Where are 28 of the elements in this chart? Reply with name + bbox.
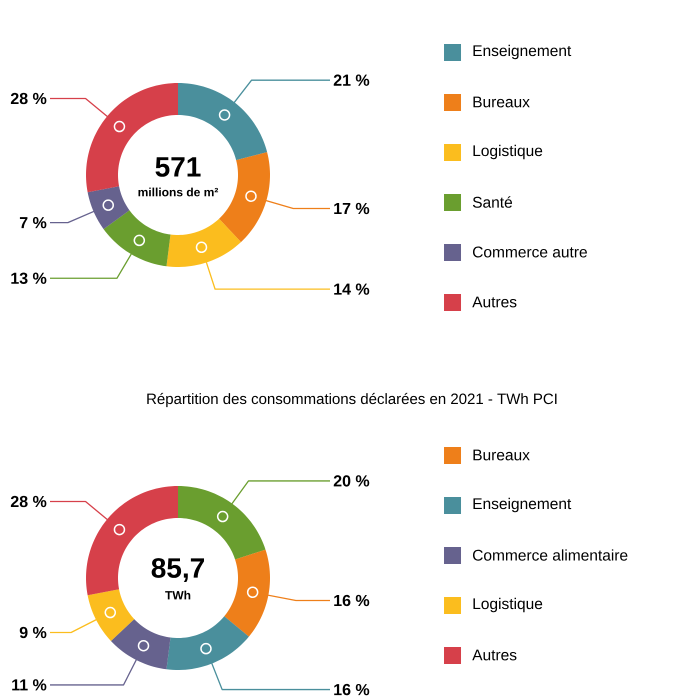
data-label: 16 % [334, 684, 370, 696]
legend-label: Autres [472, 650, 516, 660]
data-label: 11 % [12, 679, 46, 691]
text: 571 [156, 157, 201, 177]
legend-label: Logistique [473, 598, 542, 612]
legend-label: Commerce alimentaire [472, 549, 628, 561]
data-label: 17 % [334, 202, 370, 214]
legend-label: Santé [472, 196, 512, 208]
data-label: 16 % [334, 594, 370, 606]
text: 85,7 [152, 558, 204, 582]
data-label: 7 % [20, 217, 46, 228]
data-label: 20 % [334, 475, 370, 487]
text: TWh [165, 590, 190, 600]
legend-label: Autres [472, 296, 516, 308]
data-label: 13 % [11, 272, 46, 284]
legend-label: Bureaux [473, 96, 530, 108]
legend-label: Bureaux [473, 450, 530, 460]
data-label: 21 % [334, 74, 370, 86]
data-label: 14 % [334, 283, 370, 295]
chart-title: Répartition des consommations déclarées en 2021 - TWh PCI [147, 392, 556, 408]
data-label: 28 % [10, 92, 46, 104]
data-label: 28 % [10, 496, 46, 508]
legend-label: Enseignement [473, 498, 572, 512]
legend-label: Logistique [473, 144, 542, 160]
legend-label: Commerce autre [472, 246, 587, 258]
data-label: 9 % [20, 626, 46, 638]
text: millions de m² [138, 188, 218, 196]
legend-label: Enseignement [473, 44, 572, 60]
